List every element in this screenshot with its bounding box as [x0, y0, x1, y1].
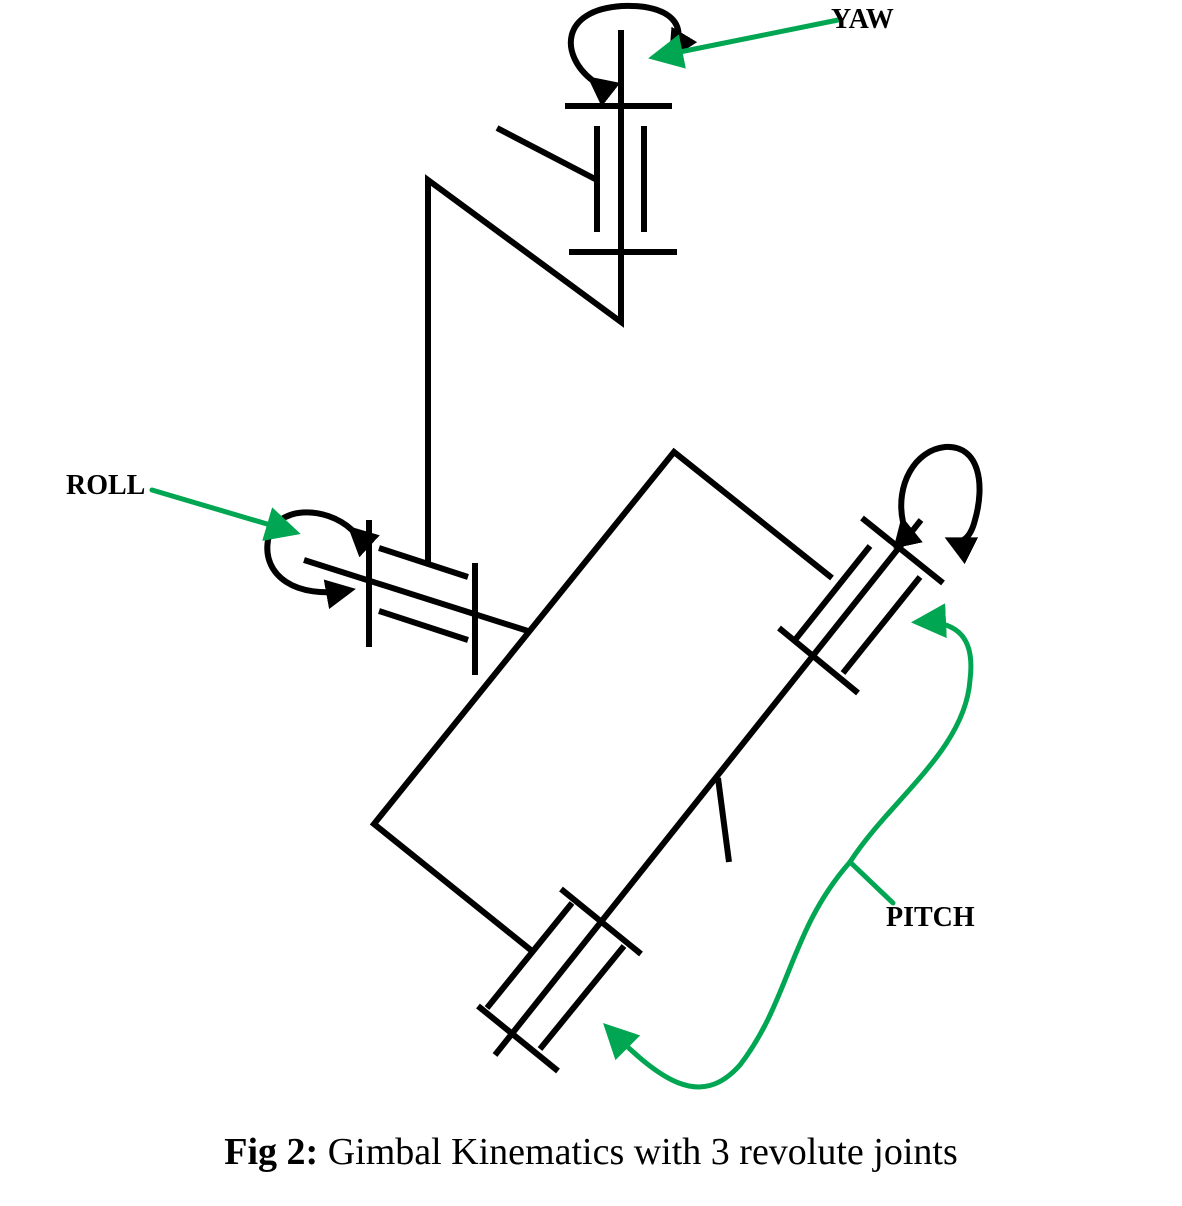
pitch-lower-bearing-a — [484, 901, 575, 1010]
roll-bearing-top — [378, 545, 469, 580]
caption-prefix: Fig 2: — [224, 1131, 319, 1173]
yaw-joint — [495, 2, 698, 276]
pitch-frame-outline — [369, 447, 834, 954]
yaw-pointer-arrow — [648, 17, 841, 69]
pitch-frame — [369, 443, 983, 1074]
pitch-lower-outer-flange — [559, 886, 643, 957]
pitch-indicator — [715, 777, 732, 863]
pitch-upper-inner-flange — [777, 625, 860, 696]
z-link-arm — [425, 174, 624, 565]
pitch-upper-bearing-b — [840, 575, 923, 675]
pitch-lower-bearing-b — [537, 944, 627, 1051]
pitch-lower-inner-flange — [476, 1003, 560, 1074]
roll-rotation-arrow — [264, 509, 380, 610]
roll-bearing-bottom — [378, 608, 469, 643]
caption-text: Gimbal Kinematics with 3 revolute joints — [327, 1131, 958, 1173]
pitch-upper-bearing-a — [792, 544, 873, 642]
yaw-rotation-arrow — [567, 2, 698, 107]
pitch-shaft — [492, 518, 924, 1057]
yaw-mount-arm — [495, 125, 599, 183]
figure-caption: Fig 2: Gimbal Kinematics with 3 revolute… — [0, 1131, 1182, 1174]
roll-pointer-arrow — [149, 487, 301, 541]
roll-label: ROLL — [66, 470, 146, 501]
yaw-label: YAW — [831, 4, 894, 35]
pitch-pointer-leader — [847, 859, 896, 906]
pitch-pointer-arrow-upper — [847, 603, 974, 865]
pitch-pointer-arrow-lower — [603, 859, 853, 1090]
pitch-label: PITCH — [886, 902, 975, 933]
pitch-rotation-arrow — [893, 443, 983, 565]
pitch-upper-outer-flange — [860, 515, 945, 586]
roll-joint — [264, 509, 529, 675]
